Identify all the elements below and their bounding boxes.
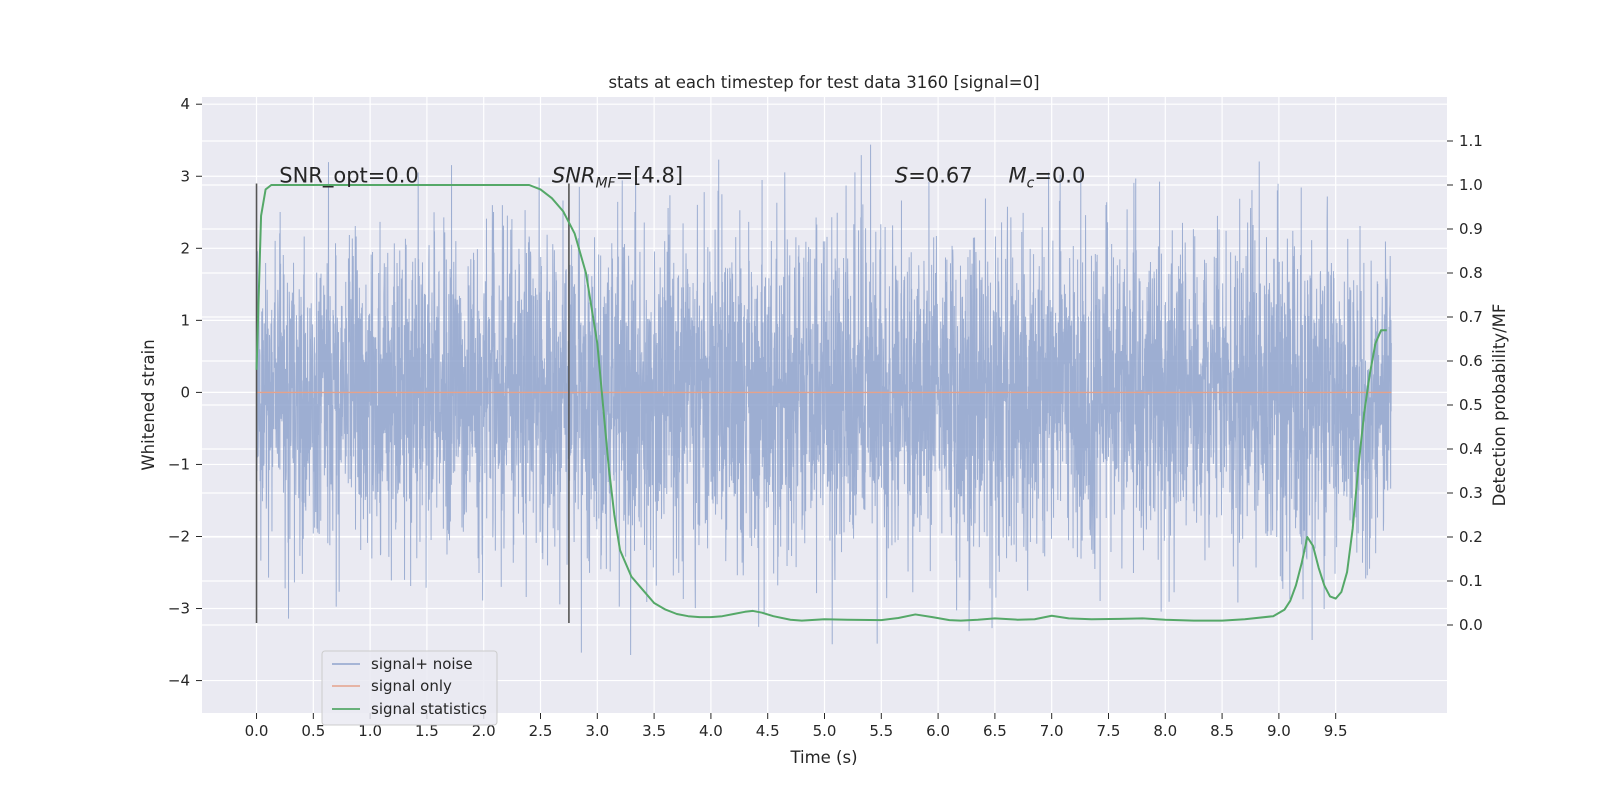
x-tick-label: 5.0 [813, 722, 837, 740]
y-tick-label-right: 0.3 [1459, 484, 1483, 502]
y-tick-label-right: 0.8 [1459, 264, 1483, 282]
x-tick-label: 7.0 [1040, 722, 1064, 740]
y-tick-label-right: 0.2 [1459, 528, 1483, 546]
y-tick-label-right: 1.1 [1459, 132, 1483, 150]
x-tick-label: 5.5 [869, 722, 893, 740]
x-tick-label: 0.0 [245, 722, 269, 740]
y-tick-label-right: 0.0 [1459, 616, 1483, 634]
y-tick-label-right: 0.7 [1459, 308, 1483, 326]
x-tick-label: 4.5 [756, 722, 780, 740]
x-tick-label: 6.5 [983, 722, 1007, 740]
chart-title: stats at each timestep for test data 316… [608, 73, 1039, 92]
y-tick-label-left: −4 [168, 672, 190, 690]
legend-box [321, 650, 498, 726]
x-tick-label: 4.0 [699, 722, 723, 740]
y-tick-label-right: 1.0 [1459, 176, 1483, 194]
y-tick-label-left: 4 [180, 95, 190, 113]
y-tick-label-left: −2 [168, 527, 190, 545]
x-tick-label: 9.0 [1267, 722, 1291, 740]
x-tick-label: 9.5 [1324, 722, 1348, 740]
axis-ticks: 0.0 0.5 1.0 1.5 2.0 2.5 3.0 3.5 4.0 4.5 5.0 5.5 6.0 6… [168, 95, 1483, 740]
annotation-mc-stat: Mc=0.0 [1009, 163, 1086, 191]
x-tick-label: 6.0 [926, 722, 950, 740]
y-axis-label-left: Whitened strain [139, 339, 158, 470]
x-tick-label: 2.0 [472, 722, 496, 740]
series-signal-statistics [255, 184, 1387, 622]
legend-label-signal-noise: signal+ noise [371, 655, 473, 673]
y-tick-label-right: 0.9 [1459, 220, 1483, 238]
legend-label-signal-statistics: signal statistics [371, 700, 487, 718]
x-tick-label: 2.5 [529, 722, 553, 740]
x-tick-label: 1.5 [415, 722, 439, 740]
annotations: SNR_opt=0.0 SNRMF=[4.8] S=0.67 Mc=0.0 [279, 163, 1085, 191]
y-tick-label-left: −3 [168, 600, 190, 618]
x-tick-label: 8.0 [1153, 722, 1177, 740]
legend-label-signal-only: signal only [371, 677, 452, 695]
x-tick-label: 3.0 [585, 722, 609, 740]
y-tick-label-left: 1 [180, 311, 190, 329]
annotation-snr-opt: SNR_opt=0.0 [279, 163, 419, 188]
annotation-s-stat: S=0.67 [895, 163, 973, 187]
annotation-snr-mf: SNRMF=[4.8] [552, 163, 683, 191]
y-tick-label-left: 2 [180, 239, 190, 257]
y-tick-label-left: −1 [168, 455, 190, 473]
y-tick-label-left: 0 [180, 383, 190, 401]
x-tick-label: 3.5 [642, 722, 666, 740]
legend: signal+ noise signal only signal statist… [321, 650, 498, 726]
y-tick-label-right: 0.1 [1459, 572, 1483, 590]
x-tick-label: 1.0 [358, 722, 382, 740]
x-tick-label: 8.5 [1210, 722, 1234, 740]
series-signal-noise [256, 144, 1392, 656]
statistics-curve [255, 184, 1387, 622]
x-axis-label: Time (s) [789, 748, 857, 767]
noise-trace [256, 144, 1392, 656]
vertical-markers [255, 183, 570, 623]
y-axis-label-right: Detection probability/MF [1490, 304, 1509, 507]
x-tick-label: 0.5 [301, 722, 325, 740]
y-tick-label-right: 0.5 [1459, 396, 1483, 414]
y-tick-label-right: 0.6 [1459, 352, 1483, 370]
y-tick-label-right: 0.4 [1459, 440, 1483, 458]
y-tick-label-left: 3 [180, 167, 190, 185]
x-tick-label: 7.5 [1097, 722, 1121, 740]
